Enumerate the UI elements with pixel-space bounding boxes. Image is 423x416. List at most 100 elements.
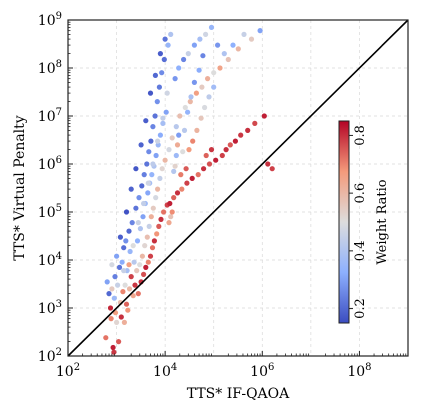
data-point [211,70,217,76]
data-point [131,259,137,265]
data-point [205,76,211,82]
data-point [123,209,130,215]
data-point [197,36,203,42]
data-point [155,186,161,192]
colorbar-tick-label: 0.2 [353,298,368,319]
data-point [201,166,207,172]
data-point [152,113,158,119]
data-point [160,115,166,121]
data-point [143,118,149,124]
data-point [123,301,130,307]
data-point [141,200,147,207]
data-point [190,138,196,144]
data-point [139,253,145,259]
data-point [223,147,229,153]
data-point [137,262,143,268]
data-point [120,289,126,295]
data-point [174,142,181,148]
data-point [182,104,188,111]
data-point [118,314,124,320]
data-point [162,36,168,42]
data-point [108,316,114,322]
data-point [134,238,141,244]
data-point [269,166,275,172]
data-point [208,24,215,30]
data-point [176,132,182,138]
data-points [103,24,275,355]
data-point [160,120,166,126]
data-point [130,243,136,249]
data-point [232,138,238,144]
data-point [180,149,186,155]
data-point [111,295,117,301]
data-point [235,46,241,52]
data-point [172,163,178,169]
data-point [127,248,133,255]
data-point [117,234,123,240]
data-point [135,220,141,226]
colorbar-tick-label: 0.4 [353,241,368,262]
data-point [185,51,191,57]
data-point [158,216,164,222]
data-point [169,209,175,215]
data-point [168,31,174,37]
data-point [134,268,140,274]
x-tick-label: 104 [153,362,177,380]
y-tick-label: 106 [38,155,62,173]
data-point [155,138,161,144]
data-point [145,259,151,265]
data-point [154,231,160,237]
data-point [157,175,163,181]
colorbar-tick-label: 0.8 [353,125,368,146]
data-point [123,238,129,244]
identity-line [67,19,409,357]
data-point [248,36,255,42]
x-tick-label: 108 [347,362,371,380]
data-point [252,120,258,126]
data-point [153,152,159,159]
data-point [152,72,158,78]
data-point [149,245,156,251]
data-point [121,245,127,251]
data-point [140,214,146,220]
data-point [153,195,159,201]
data-point [133,166,139,172]
data-point [137,226,143,232]
data-point [167,200,173,207]
data-point [227,142,233,148]
y-tick-label: 108 [38,59,62,77]
data-point [122,282,128,288]
data-point [126,286,133,292]
data-point [136,195,142,201]
data-point [206,161,213,167]
data-point [191,79,197,85]
data-point [184,180,190,186]
data-point [245,127,251,133]
colorbar-tick-label: 0.6 [353,183,368,204]
data-point [178,172,184,178]
data-point [230,42,236,48]
data-point [221,51,227,57]
data-point [166,147,172,153]
x-tick-label: 102 [56,362,80,380]
data-point [181,127,188,133]
data-point [193,90,199,96]
data-point [107,305,114,311]
data-point [139,183,145,189]
data-point [109,262,115,268]
data-point [150,205,156,211]
data-point [130,293,136,299]
data-point [171,195,177,201]
data-point [154,99,160,105]
reference-line [67,19,409,357]
colorbar: 0.2 0.4 0.6 0.8 [338,120,368,324]
y-tick-label: 102 [38,347,62,365]
data-point [215,42,221,48]
data-point [171,168,177,174]
data-point [144,234,150,240]
data-point [106,291,112,297]
plot-frame [67,19,409,357]
data-point [186,147,192,153]
data-point [149,172,155,178]
data-point [148,214,154,220]
